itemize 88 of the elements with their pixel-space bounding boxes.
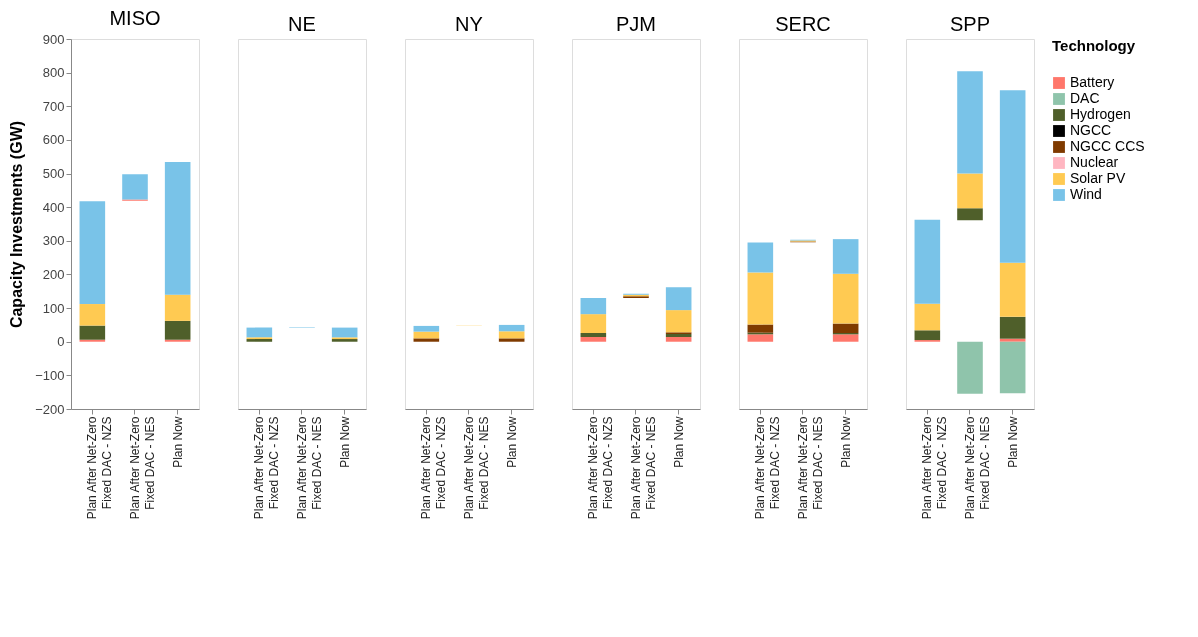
legend-label: NGCC CCS xyxy=(1070,138,1145,154)
y-tick-label: 100 xyxy=(42,300,65,316)
bar xyxy=(580,298,607,315)
bar xyxy=(957,341,983,394)
bar xyxy=(957,208,983,221)
bar xyxy=(999,338,1026,342)
bar xyxy=(164,339,191,342)
x-tick-label: Plan After Net-Zero Fixed DAC - NZS xyxy=(85,416,115,520)
x-tick-label: Plan After Net-Zero Fixed DAC - NZS xyxy=(419,416,449,520)
chart-title: SERC xyxy=(775,13,831,35)
chart-title: MISO xyxy=(109,7,161,29)
y-tick-label: 700 xyxy=(42,98,65,114)
bar xyxy=(122,174,148,200)
chart-title: SPP xyxy=(949,13,991,35)
x-tick-label: Plan Now xyxy=(504,416,519,468)
x-tick-label: Plan After Net-Zero Fixed DAC - NES xyxy=(796,416,825,520)
x-tick-label: Plan After Net-Zero Fixed DAC - NES xyxy=(462,416,491,520)
x-tick-label: Plan Now xyxy=(1005,416,1020,468)
y-tick-label: 200 xyxy=(42,266,65,282)
y-tick-label: 400 xyxy=(42,199,65,215)
bar xyxy=(79,325,106,340)
chart-title: NY xyxy=(455,13,483,35)
legend-label: DAC xyxy=(1070,90,1100,106)
y-tick-label: −100 xyxy=(35,367,65,383)
bar xyxy=(665,337,692,342)
bar xyxy=(747,272,774,325)
y-tick-label: 900 xyxy=(42,31,65,47)
bar xyxy=(331,327,358,338)
bar xyxy=(747,242,774,273)
bar xyxy=(164,162,191,295)
x-tick-label: Plan After Net-Zero Fixed DAC - NZS xyxy=(586,416,616,520)
bar xyxy=(914,303,941,331)
legend-label: NGCC xyxy=(1070,122,1112,138)
bar xyxy=(914,219,941,304)
bar xyxy=(665,333,692,338)
legend-label: Wind xyxy=(1070,186,1102,202)
bar xyxy=(164,294,191,321)
y-tick-label: 0 xyxy=(57,334,65,350)
chart-title: PJM xyxy=(616,13,656,35)
bar xyxy=(832,273,859,324)
bar xyxy=(580,314,607,333)
y-tick-label: −200 xyxy=(35,401,65,417)
bar xyxy=(413,338,440,342)
bar xyxy=(79,339,106,342)
bar xyxy=(498,324,525,332)
legend-title: Technology xyxy=(1052,37,1136,54)
x-tick-label: Plan After Net-Zero Fixed DAC - NES xyxy=(295,416,324,520)
bar xyxy=(999,316,1026,339)
x-tick-label: Plan After Net-Zero Fixed DAC - NES xyxy=(128,416,157,520)
x-tick-label: Plan After Net-Zero Fixed DAC - NES xyxy=(629,416,658,520)
legend-label: Nuclear xyxy=(1070,154,1119,170)
y-tick-label: 500 xyxy=(42,166,65,182)
bar xyxy=(914,330,941,341)
x-tick-label: Plan Now xyxy=(337,416,352,468)
x-tick-label: Plan After Net-Zero Fixed DAC - NZS xyxy=(753,416,783,520)
bar xyxy=(747,334,774,342)
bar xyxy=(164,320,191,340)
legend-label: Battery xyxy=(1070,74,1115,90)
y-tick-label: 800 xyxy=(42,65,65,81)
bar xyxy=(999,90,1026,263)
x-tick-label: Plan After Net-Zero Fixed DAC - NZS xyxy=(252,416,282,520)
bar xyxy=(498,331,525,339)
bar xyxy=(665,287,692,311)
legend-label: Hydrogen xyxy=(1070,106,1131,122)
bar xyxy=(79,201,106,305)
bar xyxy=(832,334,859,342)
bar xyxy=(580,332,607,338)
y-axis-title: Capacity Investments (GW) xyxy=(8,120,26,329)
bar xyxy=(747,324,774,333)
y-tick-label: 600 xyxy=(42,132,65,148)
bar xyxy=(580,337,607,342)
bar xyxy=(498,338,525,342)
x-tick-label: Plan Now xyxy=(170,416,185,468)
bar xyxy=(79,304,106,326)
legend-label: Solar PV xyxy=(1070,170,1126,186)
x-tick-label: Plan After Net-Zero Fixed DAC - NES xyxy=(963,416,992,520)
x-tick-label: Plan Now xyxy=(671,416,686,468)
bar xyxy=(999,341,1026,394)
bar xyxy=(832,239,859,274)
chart-title: NE xyxy=(288,13,316,35)
bar xyxy=(413,325,440,332)
bar xyxy=(246,327,273,338)
x-tick-label: Plan Now xyxy=(838,416,853,468)
bar xyxy=(832,323,859,333)
x-tick-label: Plan After Net-Zero Fixed DAC - NZS xyxy=(920,416,950,520)
y-tick-label: 300 xyxy=(42,233,65,249)
bar xyxy=(999,262,1026,317)
bar xyxy=(665,310,692,333)
